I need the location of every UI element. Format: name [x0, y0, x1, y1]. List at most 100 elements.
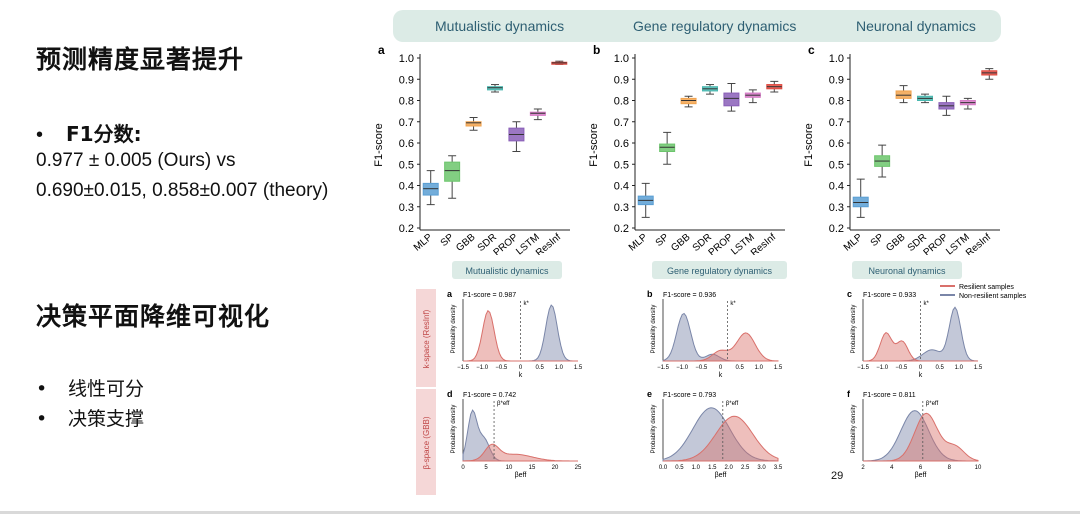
- panel-letter-c: c: [808, 43, 815, 57]
- box-SDR: [487, 86, 503, 91]
- y-axis-label: F1-score: [373, 123, 385, 166]
- density-f1-score: F1-score = 0.936: [663, 292, 716, 299]
- threshold-label: k*: [730, 301, 736, 307]
- density-header-bg: [652, 261, 787, 279]
- density-x-tick: 0: [519, 365, 523, 371]
- y-tick-label: 0.7: [614, 117, 629, 129]
- density-x-tick: 0.5: [675, 465, 684, 471]
- density-x-tick: 25: [575, 465, 582, 471]
- x-tick-label: MLP: [627, 232, 650, 254]
- figure-header-band: [393, 10, 1001, 42]
- y-tick-label: 0.6: [399, 138, 414, 150]
- bullet-text: 决策支撑: [68, 408, 145, 430]
- density-f1-score: F1-score = 0.987: [463, 292, 516, 299]
- density-x-tick: 0.0: [659, 465, 668, 471]
- density-x-tick: −1.5: [457, 365, 470, 371]
- bullet-decision-support: • 决策支撑: [36, 404, 144, 431]
- y-tick-label: 0.2: [614, 223, 629, 235]
- density-x-tick: −0.5: [695, 365, 708, 371]
- y-tick-label: 0.9: [829, 74, 844, 86]
- density-resilient: [663, 332, 779, 362]
- bullet-marker: •: [36, 408, 48, 430]
- x-tick-label: MLP: [412, 232, 435, 254]
- y-tick-label: 0.5: [829, 159, 844, 171]
- density-x-tick: −0.5: [495, 365, 508, 371]
- legend-nonresilient: Non-resilient samples: [959, 293, 1027, 300]
- threshold-label: β*eff: [726, 401, 739, 407]
- y-tick-label: 0.7: [399, 117, 414, 129]
- x-tick-label: GBB: [669, 232, 693, 254]
- density-x-tick: 0: [461, 465, 465, 471]
- x-tick-label: GBB: [884, 232, 908, 254]
- y-tick-label: 0.3: [829, 202, 844, 214]
- density-x-tick: 1.5: [708, 465, 717, 471]
- bullet-marker: •: [36, 378, 48, 400]
- threshold-label: k*: [924, 301, 930, 307]
- density-x-tick: 1.0: [692, 465, 701, 471]
- density-y-label: Probability density: [451, 405, 457, 454]
- density-y-label: Probability density: [651, 405, 657, 454]
- box-MLP: [852, 196, 869, 208]
- y-tick-label: 0.8: [829, 96, 844, 108]
- y-tick-label: 0.5: [614, 159, 629, 171]
- x-tick-label: MLP: [842, 232, 865, 254]
- density-y-label: Probability density: [651, 305, 657, 354]
- density-f1-score: F1-score = 0.811: [863, 392, 916, 399]
- y-tick-label: 0.5: [399, 159, 414, 171]
- density-x-tick: 0.5: [735, 365, 744, 371]
- density-x-tick: 10: [975, 465, 982, 471]
- density-x-tick: 1.0: [955, 365, 964, 371]
- density-x-tick: 2: [861, 465, 865, 471]
- density-figure: Mutualistic dynamics Gene regulatory dyna…: [416, 261, 1027, 495]
- density-f1-score: F1-score = 0.933: [863, 292, 916, 299]
- density-x-tick: 20: [552, 465, 559, 471]
- bullet-f1: • F1分数:: [36, 118, 142, 147]
- y-tick-label: 1.0: [614, 53, 629, 65]
- density-x-tick: 6: [919, 465, 923, 471]
- row-band-beta: [416, 389, 436, 495]
- density-y-label: Probability density: [451, 305, 457, 354]
- legend-resilient: Resilient samples: [959, 284, 1014, 291]
- x-tick-label: ResInf: [964, 232, 993, 255]
- panel-letter-a: a: [378, 43, 385, 57]
- density-x-tick: 5: [484, 465, 488, 471]
- panel-letter-b: b: [593, 43, 600, 57]
- density-x-tick: 15: [529, 465, 536, 471]
- header-gene-regulatory: Gene regulatory dynamics: [633, 18, 797, 34]
- page-number: 29: [831, 470, 844, 482]
- y-tick-label: 1.0: [829, 53, 844, 65]
- y-tick-label: 0.9: [614, 74, 629, 86]
- density-resilient: [462, 443, 578, 462]
- box-SP: [659, 143, 676, 152]
- y-tick-label: 1.0: [399, 53, 414, 65]
- density-x-tick: 1.0: [755, 365, 764, 371]
- density-f1-score: F1-score = 0.742: [463, 392, 516, 399]
- density-panel-letter-b: b: [647, 289, 653, 299]
- y-tick-label: 0.3: [614, 202, 629, 214]
- density-x-tick: 3.0: [757, 465, 766, 471]
- density-x-tick: 0: [719, 365, 723, 371]
- bottom-divider: [0, 511, 1080, 514]
- density-x-tick: 1.5: [974, 365, 983, 371]
- density-x-tick: −1.5: [857, 365, 870, 371]
- density-nonresilient: [662, 407, 779, 462]
- density-x-tick: 0: [919, 365, 923, 371]
- density-x-tick: −1.0: [476, 365, 489, 371]
- density-resilient: [863, 412, 979, 462]
- density-x-tick: 4: [890, 465, 894, 471]
- density-resilient: [463, 309, 578, 362]
- density-header-bg: [452, 261, 562, 279]
- density-x-tick: 0.5: [535, 365, 544, 371]
- density-x-tick: 1.0: [555, 365, 564, 371]
- y-tick-label: 0.3: [399, 202, 414, 214]
- header-mutualistic: Mutualistic dynamics: [435, 18, 565, 34]
- density-header: Gene regulatory dynamics: [667, 266, 773, 276]
- box-GBB: [465, 121, 482, 127]
- y-tick-label: 0.8: [614, 96, 629, 108]
- y-tick-label: 0.4: [614, 181, 629, 193]
- box-SP: [444, 161, 461, 182]
- box-LSTM: [529, 111, 546, 116]
- x-tick-label: ResInf: [749, 232, 778, 255]
- density-panel-letter-f: f: [847, 389, 851, 399]
